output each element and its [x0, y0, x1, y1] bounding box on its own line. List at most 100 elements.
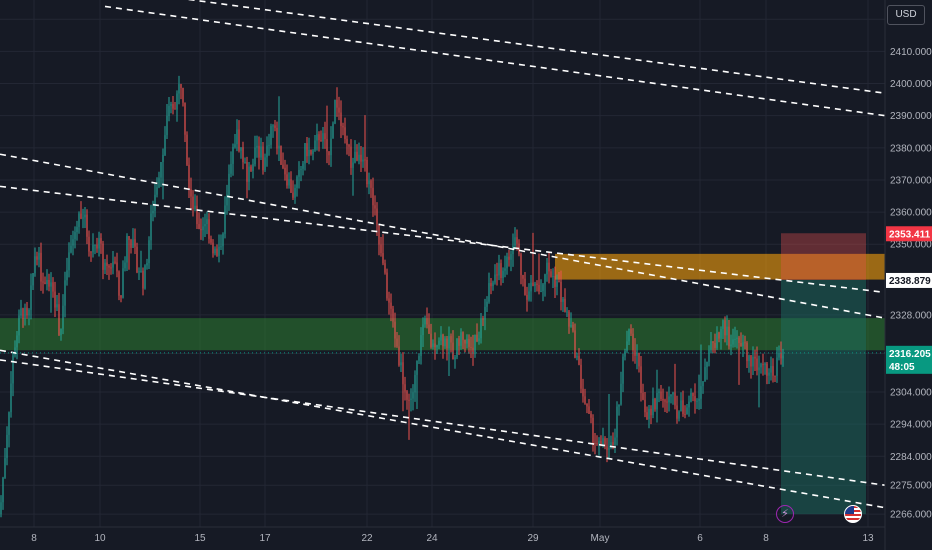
candle-body — [612, 442, 614, 445]
candle-body — [448, 336, 450, 349]
candle-body — [720, 328, 722, 339]
candle-body — [338, 107, 340, 113]
candle-body — [670, 394, 672, 397]
candle-body — [170, 104, 172, 106]
candle-body — [352, 162, 354, 168]
candle-body — [596, 442, 598, 445]
candle-body — [354, 151, 356, 163]
y-tick-label: 2410.000 — [890, 47, 932, 58]
candle-body — [142, 270, 144, 289]
candle-body — [232, 147, 234, 164]
candle-body — [724, 320, 726, 336]
candle-body — [498, 263, 500, 276]
candle-body — [82, 217, 84, 219]
candle-body — [386, 272, 388, 299]
x-tick-label: 8 — [763, 533, 769, 544]
candle-body — [144, 265, 146, 289]
lightning-icon[interactable]: ⚡ — [776, 505, 794, 523]
candle-body — [686, 407, 688, 415]
candle-body — [152, 210, 154, 214]
candle-body — [106, 262, 108, 266]
x-tick-label: 24 — [426, 533, 438, 544]
candle-body — [758, 367, 760, 371]
candle-body — [728, 326, 730, 347]
candle-body — [382, 253, 384, 264]
candle-body — [96, 244, 98, 249]
candle-body — [242, 147, 244, 163]
candle-body — [430, 333, 432, 347]
candle-body — [46, 280, 48, 285]
candle-body — [688, 401, 690, 408]
channel-line — [0, 349, 886, 509]
candle-body — [608, 447, 610, 451]
candle-body — [572, 324, 574, 331]
candle-body — [64, 280, 66, 306]
candle-body — [750, 355, 752, 367]
candle-body — [112, 261, 114, 268]
candle-body — [312, 150, 314, 154]
candle-body — [536, 283, 538, 285]
candle-body — [588, 406, 590, 414]
y-tick-label: 2360.000 — [890, 208, 932, 219]
candle-body — [132, 239, 134, 248]
candle-body — [76, 226, 78, 233]
candle-body — [482, 318, 484, 320]
candle-body — [116, 262, 118, 272]
candle-body — [406, 391, 408, 400]
candle-body — [146, 263, 148, 266]
candle-body — [324, 133, 326, 140]
candle-body — [178, 84, 180, 94]
candle-body — [400, 362, 402, 366]
candle-body — [380, 244, 382, 254]
candle-body — [638, 353, 640, 367]
candle-body — [754, 356, 756, 359]
candle-body — [478, 338, 480, 342]
candle-body — [520, 254, 522, 276]
currency-selector[interactable]: USD — [887, 5, 925, 25]
candle-body — [168, 105, 170, 116]
candle-body — [196, 205, 198, 225]
candle-body — [10, 383, 12, 413]
candle-body — [270, 126, 272, 145]
us-flag-icon[interactable] — [844, 505, 862, 523]
candle-body — [250, 166, 252, 171]
candle-body — [550, 271, 552, 277]
candle-body — [394, 321, 396, 339]
candle-body — [420, 335, 422, 357]
candle-body — [762, 364, 764, 366]
candle-body — [606, 446, 608, 451]
candle-body — [738, 337, 740, 343]
candle-body — [468, 338, 470, 347]
y-tick-label: 2370.000 — [890, 175, 932, 186]
candle-body — [172, 104, 174, 109]
candle-body — [314, 140, 316, 151]
candle-body — [476, 334, 478, 342]
candle-body — [708, 349, 710, 362]
x-tick-label: 29 — [527, 533, 539, 544]
candle-body — [618, 404, 620, 407]
candle-body — [40, 252, 42, 282]
candle-body — [780, 353, 782, 359]
candle-body — [364, 159, 366, 161]
candle-body — [344, 127, 346, 139]
candle-body — [378, 224, 380, 245]
candle-body — [0, 502, 2, 515]
candle-body — [542, 284, 544, 292]
y-tick-label: 2266.000 — [890, 510, 932, 521]
candle-body — [296, 176, 298, 188]
candle-body — [256, 145, 258, 148]
x-tick-label: 13 — [862, 533, 874, 544]
x-tick-label: 22 — [361, 533, 373, 544]
candle-body — [388, 298, 390, 303]
candle-body — [744, 342, 746, 344]
candle-body — [100, 238, 102, 244]
candle-body — [48, 280, 50, 287]
candle-body — [460, 332, 462, 346]
candle-body — [772, 366, 774, 376]
candle-body — [614, 437, 616, 445]
candle-body — [726, 326, 728, 336]
candle-body — [108, 265, 110, 268]
candle-body — [258, 145, 260, 158]
candle-body — [422, 324, 424, 336]
